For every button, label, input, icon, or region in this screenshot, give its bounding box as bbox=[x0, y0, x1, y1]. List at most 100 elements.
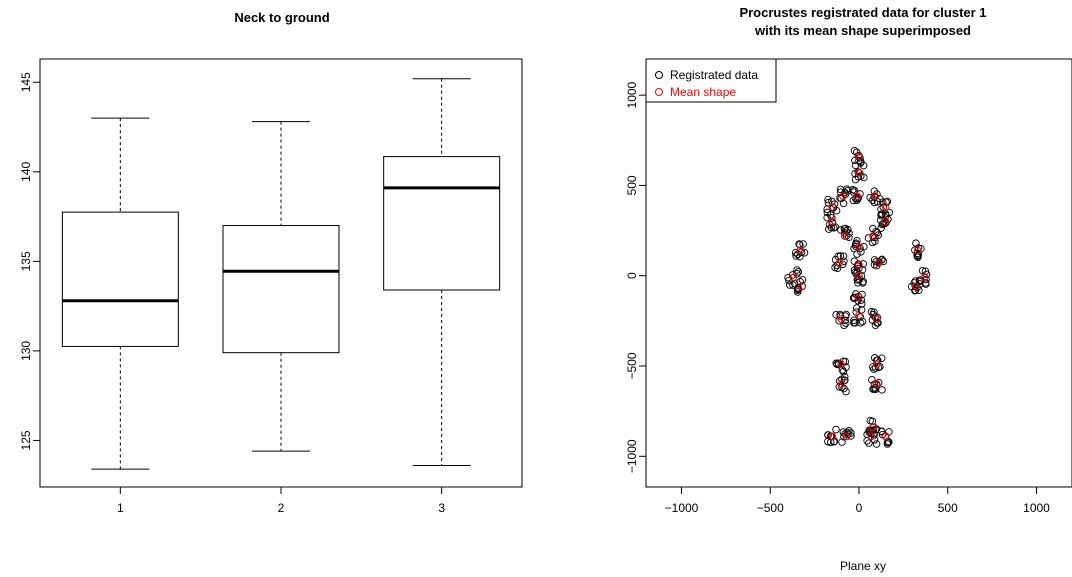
registrated-point bbox=[850, 318, 858, 327]
registrated-point bbox=[868, 427, 876, 435]
mean-shape-point bbox=[835, 259, 844, 267]
registrated-point bbox=[868, 375, 876, 384]
scatter-title: Procrustes registrated data for cluster … bbox=[739, 5, 986, 20]
mean-shape-point bbox=[920, 273, 929, 282]
registrated-point bbox=[869, 385, 877, 393]
iqr-box bbox=[222, 225, 340, 354]
mean-shape-point bbox=[881, 217, 890, 226]
mean-shape-point bbox=[855, 168, 863, 177]
x-tick-label: 0 bbox=[856, 501, 863, 515]
registrated-point bbox=[850, 147, 859, 155]
y-tick-label: −1000 bbox=[625, 439, 639, 473]
registrated-point bbox=[852, 148, 861, 157]
registrated-point bbox=[836, 185, 845, 194]
registrated-point bbox=[833, 264, 842, 272]
registrated-point bbox=[871, 237, 879, 245]
x-tick-label: −500 bbox=[757, 501, 784, 515]
registrated-point bbox=[824, 431, 832, 439]
scatter-y-axis: −1000 −500 0 500 1000 bbox=[625, 81, 646, 473]
x-tick-label: 2 bbox=[278, 501, 285, 515]
registrated-point bbox=[832, 310, 840, 319]
registrated-point bbox=[879, 203, 888, 212]
registrated-point bbox=[836, 310, 844, 319]
registrated-point bbox=[786, 281, 794, 289]
y-tick-label: 140 bbox=[19, 161, 33, 181]
boxplot-x-axis: 1 2 3 bbox=[117, 487, 445, 515]
registrated-point bbox=[864, 234, 873, 242]
registrated-point bbox=[911, 286, 919, 295]
registrated-point bbox=[883, 440, 892, 448]
legend-marker-data bbox=[655, 71, 663, 79]
registrated-point bbox=[879, 257, 888, 266]
registrated-point bbox=[833, 360, 841, 369]
mean-shape-point bbox=[828, 432, 837, 441]
mean-shape-point bbox=[789, 273, 798, 282]
registrated-point bbox=[838, 383, 846, 391]
registrated-point bbox=[793, 266, 801, 274]
registrated-point bbox=[856, 313, 865, 321]
mean-shape-point bbox=[855, 311, 863, 320]
registrated-point bbox=[841, 316, 849, 325]
mean-shape-point bbox=[874, 259, 883, 267]
y-tick-label: 500 bbox=[625, 175, 639, 195]
registrated-point bbox=[853, 304, 861, 312]
mean-shape-point bbox=[913, 246, 922, 255]
mean-shape-point bbox=[855, 152, 863, 161]
boxplot-boxes bbox=[61, 78, 501, 470]
legend-marker-mean bbox=[655, 88, 663, 96]
registrated-point bbox=[840, 321, 848, 330]
boxplot-panel: Neck to ground 125 130 135 140 145 1 2 3 bbox=[19, 10, 523, 515]
mean-shape-point bbox=[853, 192, 862, 201]
mean-shape-point bbox=[798, 282, 807, 291]
iqr-box bbox=[383, 156, 501, 291]
mean-shape-point bbox=[796, 246, 805, 255]
mean-shape-point bbox=[840, 232, 849, 240]
y-tick-label: 125 bbox=[19, 430, 33, 450]
box-3 bbox=[383, 78, 501, 467]
registrated-point bbox=[858, 317, 867, 326]
registrated-point bbox=[849, 196, 858, 205]
registrated-point bbox=[791, 248, 800, 257]
x-tick-label: 1 bbox=[117, 501, 124, 515]
iqr-box bbox=[61, 211, 179, 347]
registrated-point bbox=[885, 428, 893, 436]
registrated-point bbox=[836, 252, 845, 260]
registrated-point bbox=[854, 279, 862, 287]
registrated-point bbox=[922, 275, 930, 284]
registrated-point bbox=[874, 378, 883, 387]
scatter-points bbox=[784, 147, 931, 448]
registrated-point bbox=[855, 156, 863, 165]
mean-shape-point bbox=[828, 217, 837, 226]
registrated-point bbox=[870, 380, 879, 388]
registrated-point bbox=[841, 357, 850, 366]
registrated-point bbox=[832, 359, 840, 367]
legend-label-data: Registrated data bbox=[670, 68, 758, 82]
mean-shape-point bbox=[871, 192, 879, 201]
registrated-point bbox=[800, 249, 809, 257]
boxplot-title: Neck to ground bbox=[234, 10, 329, 25]
registrated-point bbox=[851, 161, 860, 170]
registrated-point bbox=[824, 195, 832, 204]
registrated-point bbox=[870, 308, 878, 316]
mean-shape-point bbox=[855, 293, 863, 302]
registrated-point bbox=[845, 233, 853, 242]
registrated-point bbox=[793, 288, 802, 296]
x-tick-label: 3 bbox=[438, 501, 445, 515]
registrated-point bbox=[868, 196, 877, 204]
registrated-point bbox=[797, 248, 806, 256]
mean-shape-point bbox=[842, 432, 851, 441]
registrated-point bbox=[859, 260, 867, 268]
registrated-point bbox=[839, 367, 848, 376]
registrated-point bbox=[796, 241, 804, 249]
registrated-point bbox=[871, 364, 880, 372]
registrated-point bbox=[869, 224, 877, 233]
registrated-point bbox=[833, 261, 841, 270]
registrated-point bbox=[877, 212, 885, 220]
registrated-point bbox=[840, 257, 848, 266]
registrated-point bbox=[792, 252, 800, 260]
registrated-point bbox=[867, 308, 876, 316]
mean-shape-point bbox=[911, 282, 920, 291]
mean-shape-point bbox=[837, 315, 846, 323]
registrated-point bbox=[916, 276, 925, 284]
mean-shape-point bbox=[872, 380, 881, 388]
